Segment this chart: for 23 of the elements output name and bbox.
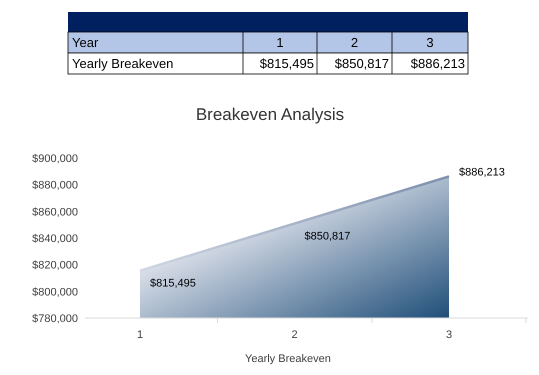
text: $850,817 [304, 230, 350, 243]
y-tick-label: $840,000 [32, 233, 78, 245]
text: $886,213 [410, 56, 465, 71]
y-tick-label: $900,000 [32, 153, 78, 165]
text: Yearly Breakeven [72, 56, 174, 71]
text: Yearly Breakeven [245, 353, 331, 365]
text: Year [72, 35, 99, 50]
y-tick-label: $780,000 [32, 313, 78, 325]
text: $886,213 [459, 166, 505, 178]
chart-title: Breakeven Analysis [196, 105, 344, 124]
text: $815,495 [260, 56, 314, 71]
x-tick-label: 3 [446, 329, 452, 341]
category-label: 3 [426, 35, 434, 50]
category-label: 2 [350, 35, 358, 50]
x-tick-label: 1 [136, 329, 144, 341]
y-tick-label: $860,000 [32, 206, 78, 218]
y-tick-label: $800,000 [32, 286, 78, 298]
category-label: 1 [276, 35, 284, 50]
x-tick-label: 2 [291, 329, 298, 341]
y-tick-label: $820,000 [32, 260, 78, 272]
text: $815,495 [150, 278, 196, 290]
y-tick-label: $880,000 [32, 180, 78, 192]
text: $850,817 [334, 56, 389, 71]
